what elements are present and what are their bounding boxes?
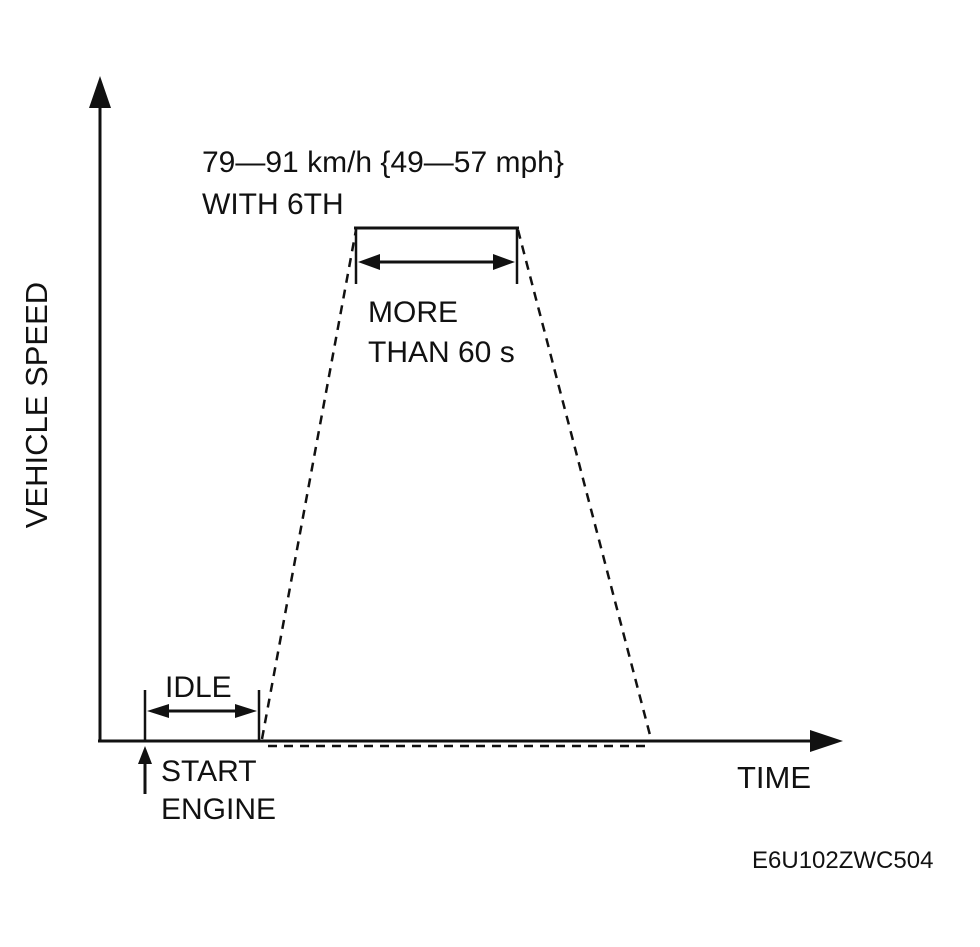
start-engine-arrowhead-icon [138, 746, 152, 764]
x-axis-arrowhead-icon [810, 730, 843, 752]
duration-arrow-right-head-icon [493, 254, 515, 270]
target-speed-range-label: 79—91 km/h {49—57 mph} [202, 146, 564, 179]
duration-label-line2: THAN 60 s [368, 336, 515, 369]
x-axis-label: TIME [737, 760, 811, 795]
target-speed-annotation: 79—91 km/h {49—57 mph} WITH 6TH [202, 146, 564, 221]
start-engine-annotation: START ENGINE [138, 746, 276, 826]
y-axis-arrowhead-icon [89, 76, 111, 108]
y-axis: VEHICLE SPEED [19, 76, 111, 741]
start-engine-label-line1: START [161, 755, 257, 788]
target-gear-label: WITH 6TH [202, 188, 344, 221]
y-axis-label: VEHICLE SPEED [19, 282, 54, 528]
idle-label: IDLE [165, 671, 232, 704]
speed-profile [260, 226, 653, 748]
speed-rise-dashed-line [260, 229, 358, 740]
idle-arrow-right-head-icon [235, 704, 257, 718]
hold-duration-annotation: MORE THAN 60 s [358, 254, 515, 369]
idle-arrow-left-head-icon [147, 704, 169, 718]
reference-code: E6U102ZWC504 [752, 847, 933, 874]
duration-arrow-left-head-icon [358, 254, 380, 270]
x-axis: TIME [98, 730, 843, 795]
duration-label-line1: MORE [368, 296, 458, 329]
idle-annotation: IDLE [143, 671, 261, 741]
start-engine-label-line2: ENGINE [161, 793, 276, 826]
speed-fall-dashed-line [516, 229, 653, 740]
